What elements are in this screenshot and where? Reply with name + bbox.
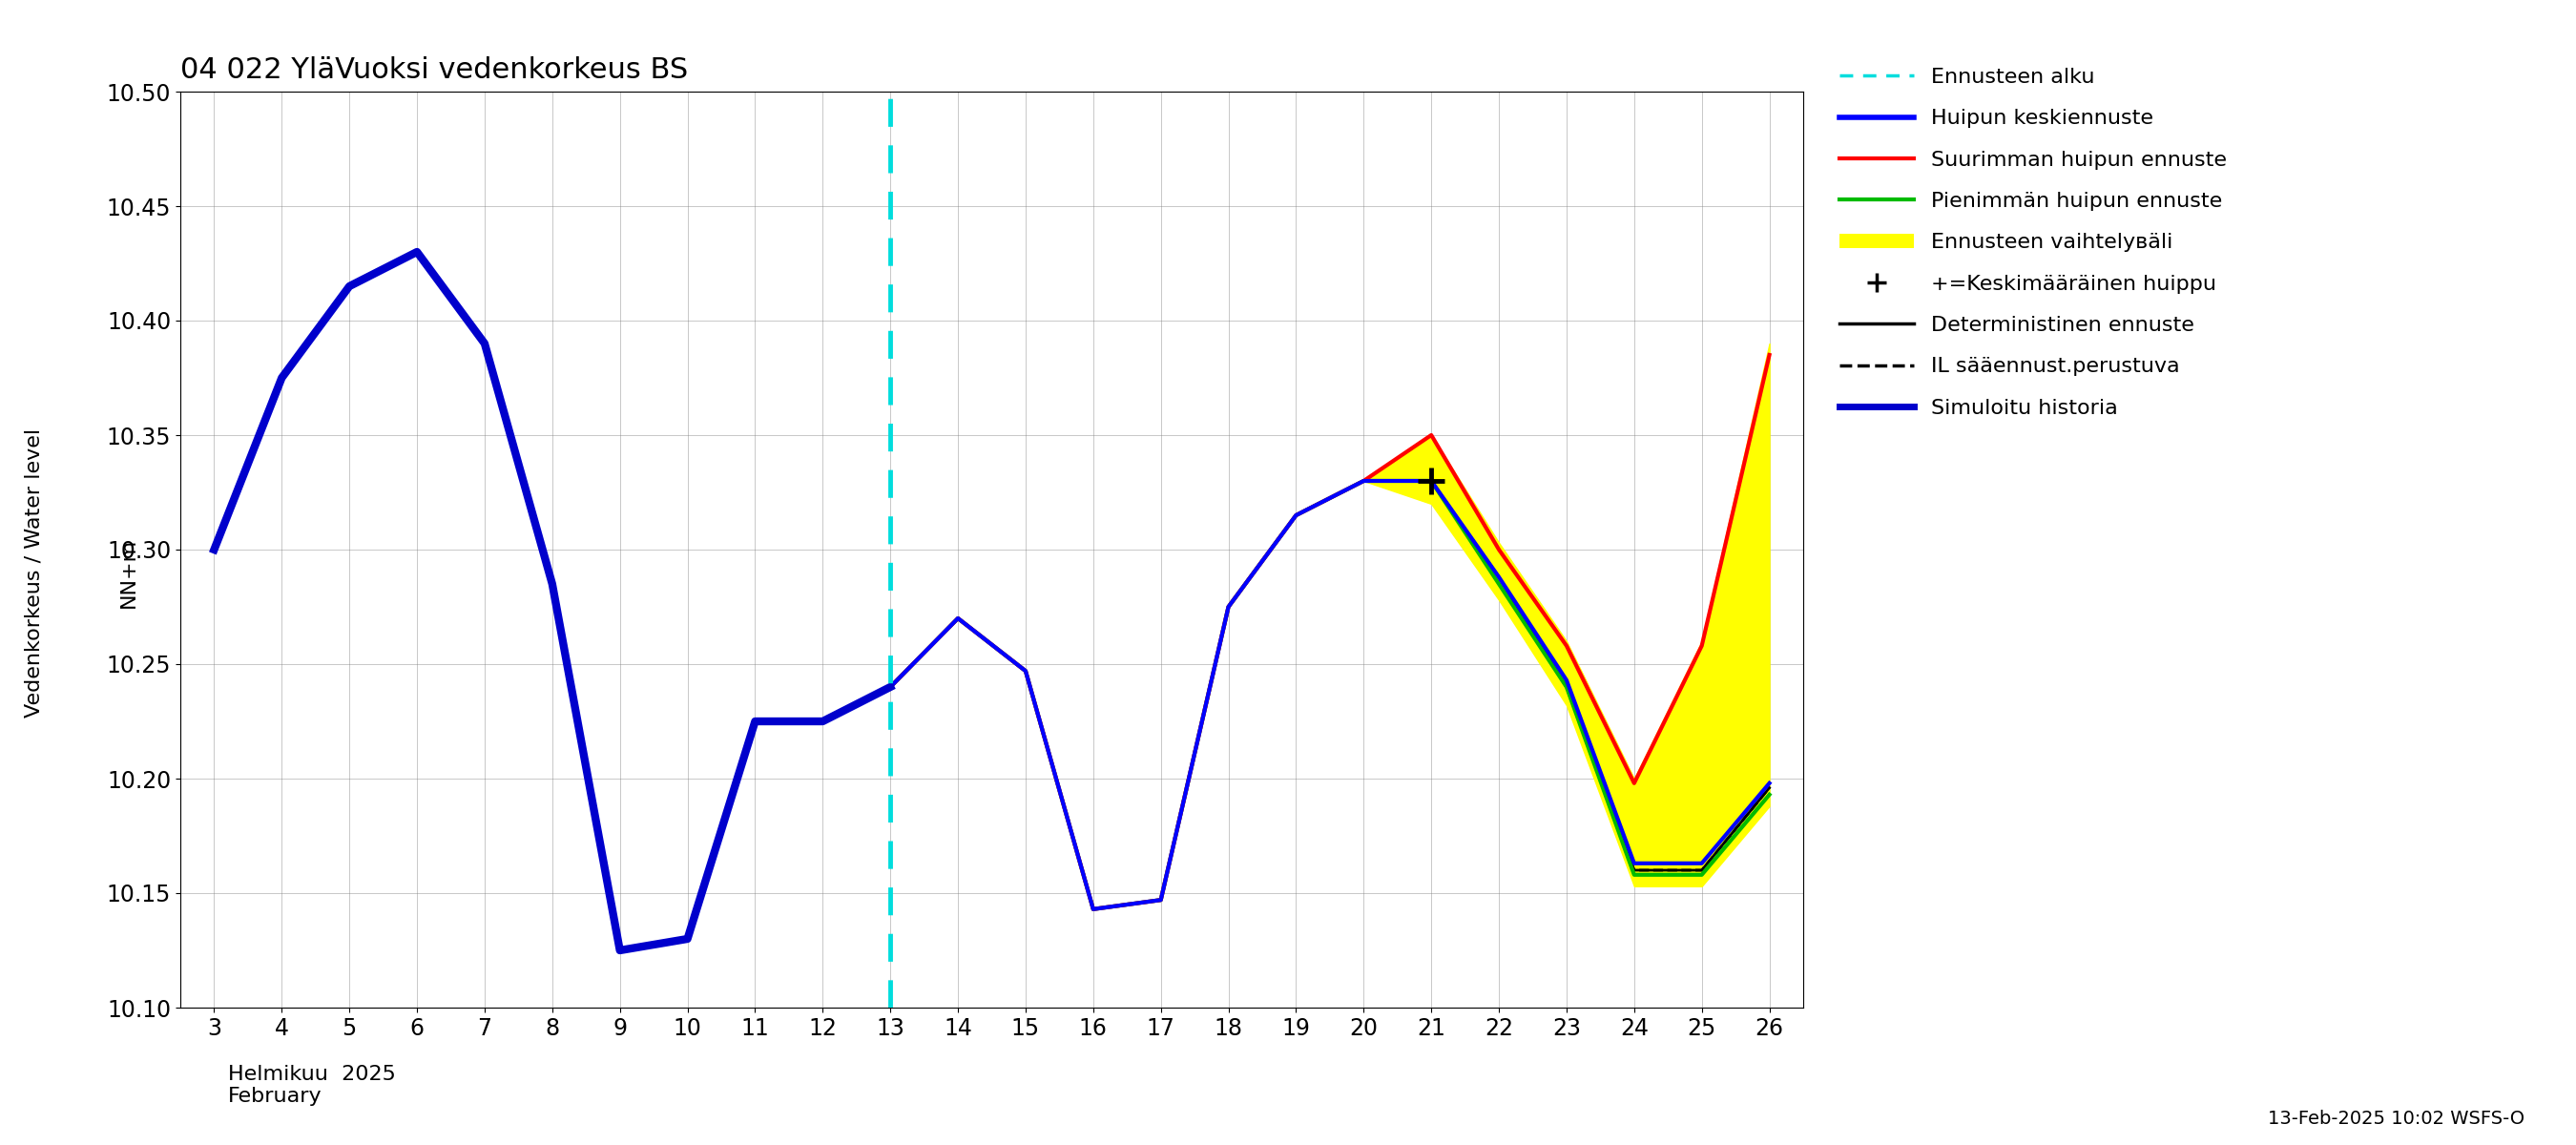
Text: NN+m: NN+m (118, 537, 139, 608)
Text: 04 022 YläVuoksi vedenkorkeus BS: 04 022 YläVuoksi vedenkorkeus BS (180, 56, 688, 84)
Text: Vedenkorkeus / Water level: Vedenkorkeus / Water level (23, 428, 44, 717)
Legend: Ennusteen alku, Huipun keskiennuste, Suurimman huipun ennuste, Pienimmän huipun : Ennusteen alku, Huipun keskiennuste, Suu… (1839, 68, 2226, 418)
Text: Helmikuu  2025
February: Helmikuu 2025 February (227, 1065, 397, 1106)
Text: 13-Feb-2025 10:02 WSFS-O: 13-Feb-2025 10:02 WSFS-O (2267, 1110, 2524, 1128)
